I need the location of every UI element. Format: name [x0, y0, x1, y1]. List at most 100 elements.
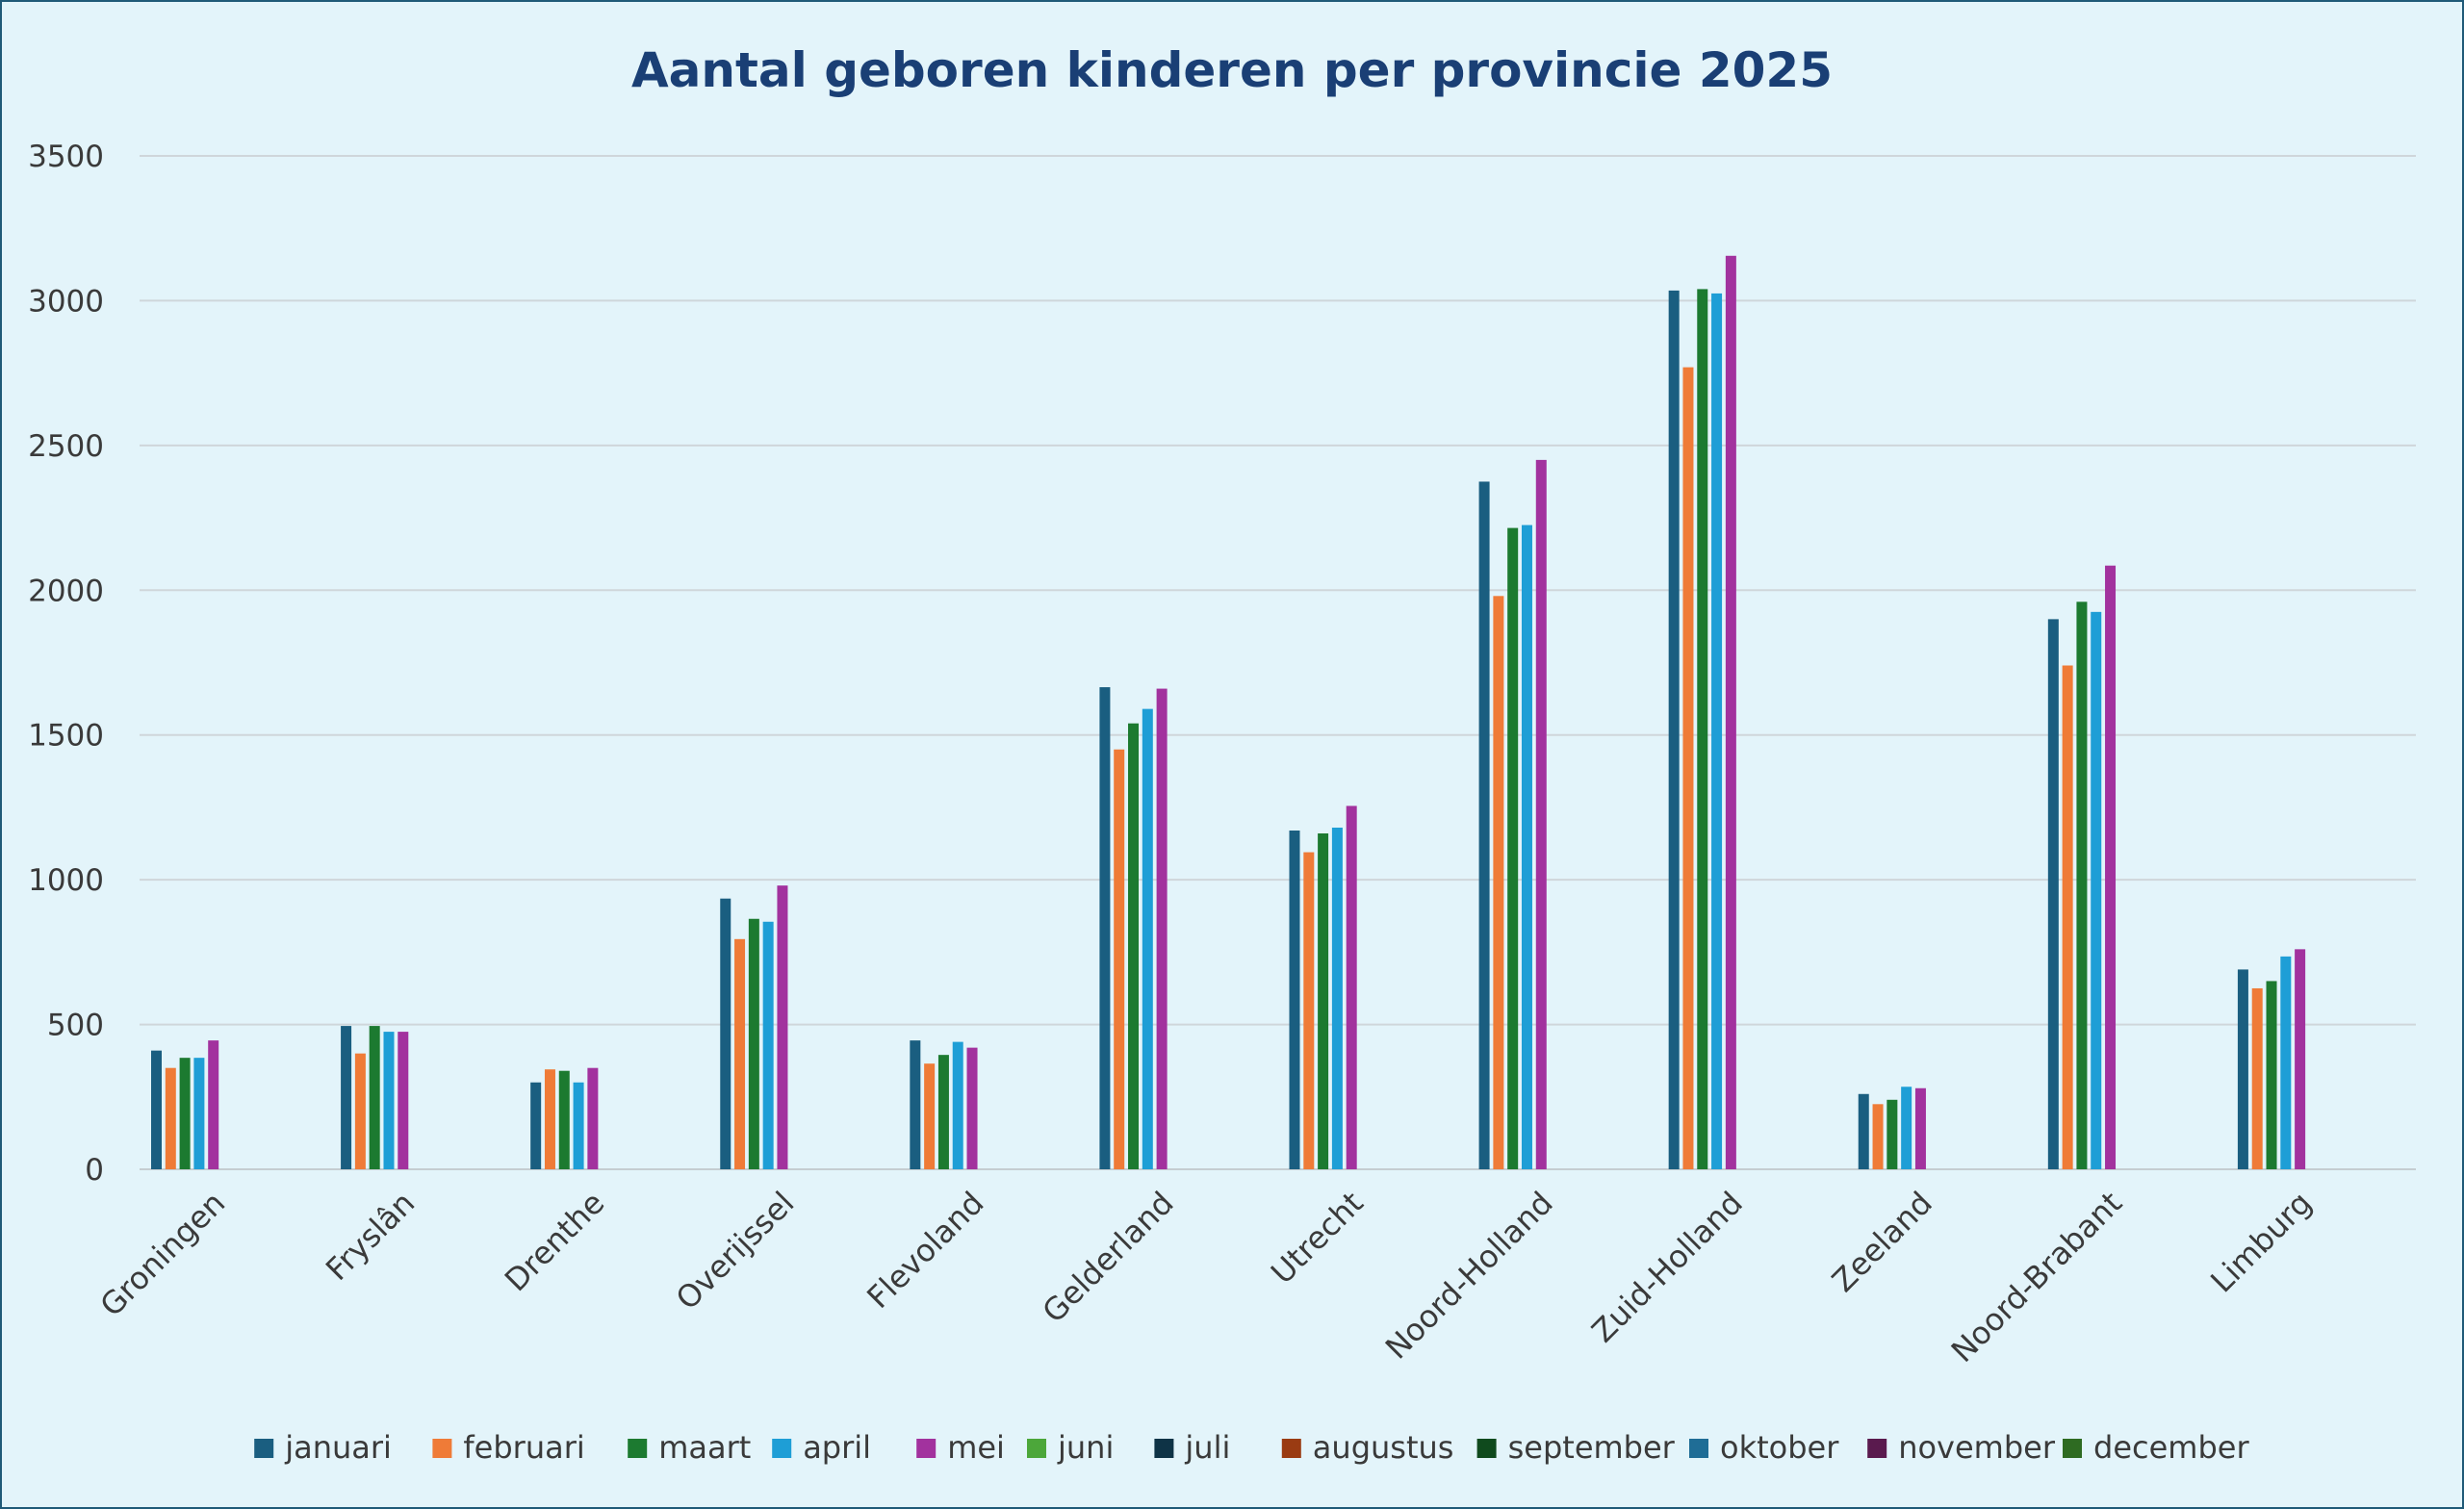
x-tick-label: Groningen [93, 1185, 233, 1324]
legend-swatch [1027, 1439, 1046, 1458]
bar [1099, 687, 1111, 1169]
x-tick-label: Overijssel [669, 1185, 802, 1317]
legend-item: april [772, 1429, 871, 1466]
bar [910, 1040, 921, 1169]
legend-swatch [916, 1439, 937, 1458]
bar [777, 885, 788, 1169]
x-tick-label: Noord-Holland [1378, 1185, 1560, 1367]
y-tick-label: 3500 [28, 140, 104, 174]
bar [2295, 949, 2306, 1169]
bar [179, 1058, 191, 1169]
bar [2280, 956, 2292, 1169]
bar [1711, 293, 1723, 1170]
legend-label: november [1898, 1429, 2056, 1466]
legend-label: mei [947, 1429, 1005, 1466]
legend-item: juni [1027, 1429, 1114, 1466]
legend-swatch [1867, 1439, 1887, 1458]
legend-swatch [772, 1439, 792, 1458]
x-tick-label: Fryslân [319, 1185, 422, 1288]
legend-label: september [1508, 1429, 1676, 1466]
bar [1858, 1093, 1869, 1169]
bar [151, 1050, 162, 1169]
y-tick-label: 3000 [28, 284, 104, 319]
gridlines [140, 155, 2416, 1170]
legend-label: oktober [1720, 1429, 1839, 1466]
legend-label: februari [463, 1429, 584, 1466]
bar [1535, 459, 1547, 1169]
bar [1346, 806, 1357, 1169]
x-tick-label: Gelderland [1036, 1185, 1181, 1330]
y-tick-label: 500 [47, 1009, 104, 1043]
x-tick-label: Noord-Brabant [1944, 1185, 2129, 1369]
legend-swatch [628, 1439, 648, 1458]
bar [1668, 290, 1680, 1169]
bar [1128, 723, 1140, 1169]
legend-swatch [1154, 1439, 1174, 1458]
legend-item: oktober [1689, 1429, 1839, 1466]
x-axis-ticks: Groningen Fryslân Drenthe Overijssel Flevola… [93, 1185, 2320, 1369]
bar [966, 1047, 978, 1169]
legend-swatch [254, 1439, 274, 1458]
bar [398, 1032, 409, 1169]
bar [1318, 833, 1329, 1169]
x-tick-label: Zuid-Holland [1584, 1185, 1750, 1350]
bar [1303, 852, 1315, 1169]
bar [558, 1070, 570, 1169]
bar [1156, 688, 1168, 1169]
bar [1725, 255, 1736, 1169]
bar [1697, 289, 1708, 1169]
bar [1114, 749, 1125, 1169]
legend-label: augustus [1313, 1429, 1454, 1466]
bar [748, 918, 759, 1169]
y-tick-label: 2500 [28, 429, 104, 464]
x-tick-label: Zeeland [1825, 1185, 1939, 1299]
bar [165, 1067, 176, 1169]
y-tick-label: 0 [85, 1153, 104, 1188]
legend-item: augustus [1281, 1429, 1454, 1466]
x-tick-label: Limburg [2203, 1185, 2319, 1300]
bar [1521, 524, 1532, 1169]
legend-item: december [2063, 1429, 2249, 1466]
y-tick-label: 1500 [28, 719, 104, 754]
bar [354, 1053, 366, 1169]
legend-item: januari [254, 1429, 392, 1466]
legend-label: december [2093, 1429, 2249, 1466]
bar [720, 898, 732, 1169]
bar [1901, 1087, 1912, 1169]
bar [369, 1026, 380, 1169]
bar [544, 1069, 555, 1169]
bar [1914, 1087, 1926, 1169]
legend-item: juli [1154, 1429, 1230, 1466]
bar [1507, 527, 1519, 1169]
legend-label: juni [1057, 1429, 1114, 1466]
legend-item: september [1476, 1429, 1676, 1466]
legend-item: maart [628, 1429, 751, 1466]
x-tick-label: Flevoland [860, 1185, 990, 1316]
legend: januari februari maart april mei juni juli augu… [254, 1429, 2249, 1466]
y-axis-ticks: 0 500 1000 1500 2000 2500 3000 3500 [28, 140, 104, 1188]
y-tick-label: 1000 [28, 863, 104, 898]
legend-swatch [432, 1439, 452, 1458]
bar [2047, 619, 2059, 1169]
bar [1872, 1104, 1884, 1169]
bar [573, 1082, 584, 1169]
legend-label: maart [658, 1429, 751, 1466]
bar [937, 1055, 949, 1169]
bar [1331, 827, 1343, 1169]
legend-label: april [803, 1429, 871, 1466]
legend-swatch [1689, 1439, 1708, 1458]
legend-swatch [1281, 1439, 1301, 1458]
bar [530, 1082, 542, 1169]
bar [193, 1058, 205, 1169]
bar [924, 1063, 936, 1169]
bar [2091, 611, 2102, 1169]
x-tick-label: Drenthe [498, 1185, 611, 1298]
bar [1289, 830, 1300, 1169]
bar [2251, 987, 2263, 1169]
bar [587, 1067, 599, 1169]
bar [2062, 665, 2073, 1169]
bar [1886, 1099, 1898, 1169]
bars [151, 255, 2306, 1170]
bar [2237, 969, 2248, 1169]
